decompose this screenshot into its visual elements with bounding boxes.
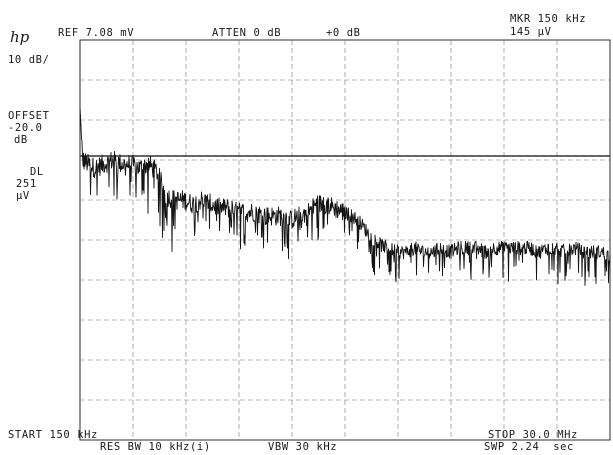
hp-logo: hp: [10, 28, 30, 46]
spectrum-trace: [79, 106, 611, 286]
display-line-value: 251: [16, 178, 37, 190]
display-line-title: DL: [30, 166, 44, 178]
resolution-bandwidth: RES BW 10 kHz(i): [100, 441, 211, 453]
marker-frequency: MKR 150 kHz: [510, 13, 587, 25]
offset-unit: dB: [14, 134, 28, 146]
atten-extra-label: +0 dB: [326, 27, 361, 39]
sweep-time: SWP 2.24 sec: [484, 441, 574, 453]
marker-level: 145 µV: [510, 26, 552, 38]
offset-value: -20.0: [8, 122, 43, 134]
stop-frequency: STOP 30.0 MHz: [488, 429, 578, 441]
atten-label: ATTEN 0 dB: [212, 27, 282, 39]
scale-label: 10 dB/: [8, 54, 50, 66]
offset-title: OFFSET: [8, 110, 50, 122]
video-bandwidth: VBW 30 kHz: [268, 441, 338, 453]
display-line-unit: µV: [16, 190, 30, 202]
start-frequency: START 150 kHz: [8, 429, 98, 441]
ref-level-label: REF 7.08 mV: [58, 27, 135, 39]
graticule-grid: [80, 40, 610, 440]
